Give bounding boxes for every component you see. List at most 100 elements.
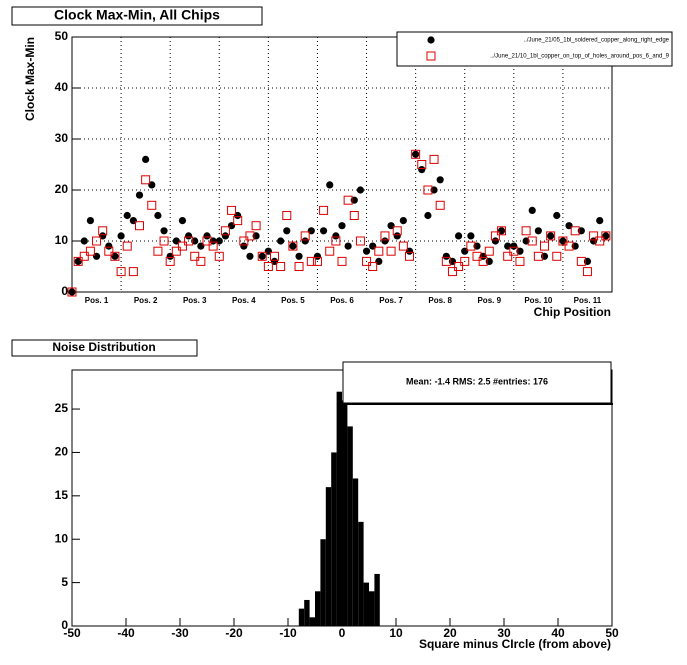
point	[142, 155, 150, 163]
y-tick-label: 0	[61, 284, 68, 298]
point	[534, 227, 542, 235]
x-axis-label: Square minus CIrcle (from above)	[419, 637, 611, 651]
legend-marker	[426, 51, 436, 61]
point	[165, 256, 175, 266]
y-tick-label: 40	[55, 80, 69, 94]
x-tick-label: -50	[63, 626, 81, 640]
y-tick-label: 50	[55, 29, 69, 43]
y-tick-label: 20	[55, 182, 69, 196]
point	[306, 256, 316, 266]
y-axis-label: Clock Max-Min	[23, 37, 37, 121]
point	[221, 232, 230, 240]
point	[220, 226, 230, 236]
legend-label: ../June_21/05_1bl_soldered_copper_along_…	[524, 38, 670, 44]
point	[277, 237, 285, 245]
x-axis-label: Chip Position	[534, 305, 611, 319]
bar	[347, 426, 353, 626]
point	[122, 241, 132, 251]
x-tick-label: 30	[497, 626, 511, 640]
point	[509, 246, 519, 256]
point	[552, 251, 562, 261]
point	[558, 236, 568, 246]
x-tick-label: Pos. 8	[428, 296, 452, 305]
point	[105, 242, 113, 250]
y-tick-label: 5	[61, 575, 68, 589]
legend-label: ../June_21/10_1bl_copper_on_top_of_holes…	[490, 54, 669, 60]
x-tick-label: Pos. 7	[379, 296, 403, 305]
point	[319, 205, 329, 215]
point	[98, 226, 108, 236]
x-tick-label: Pos. 10	[524, 296, 553, 305]
x-tick-label: Pos. 2	[134, 296, 158, 305]
point	[454, 232, 463, 240]
x-tick-label: Pos. 4	[232, 296, 256, 305]
point	[472, 251, 482, 261]
x-tick-label: 0	[339, 626, 346, 640]
point	[436, 176, 444, 184]
point	[276, 262, 286, 271]
point	[589, 231, 599, 241]
point	[184, 232, 193, 240]
point	[92, 236, 102, 246]
point	[412, 150, 420, 158]
x-tick-label: Pos. 11	[574, 296, 602, 305]
point	[184, 236, 194, 246]
x-tick-label: Pos. 5	[281, 296, 305, 305]
point	[282, 211, 292, 220]
point	[300, 231, 310, 241]
point	[582, 267, 592, 277]
point	[423, 185, 433, 195]
point	[171, 246, 181, 256]
point	[80, 237, 88, 245]
bar	[369, 591, 375, 626]
point	[399, 217, 407, 225]
bar	[309, 617, 315, 626]
point	[576, 256, 586, 266]
bar	[374, 573, 380, 626]
point	[123, 211, 131, 220]
point	[79, 251, 89, 261]
point	[595, 236, 605, 246]
point	[177, 241, 187, 251]
point	[227, 205, 237, 215]
point	[68, 288, 76, 296]
point	[564, 241, 574, 251]
bar	[304, 599, 310, 626]
point	[160, 227, 168, 235]
y-tick-label: 20	[55, 445, 69, 459]
y-tick-label: 10	[55, 531, 69, 545]
x-tick-label: 20	[443, 626, 457, 640]
point	[135, 191, 144, 199]
point	[349, 211, 359, 220]
point	[435, 200, 445, 210]
bar	[315, 591, 321, 626]
point	[245, 231, 255, 241]
point	[374, 246, 384, 256]
point	[251, 221, 261, 231]
point	[418, 166, 426, 174]
x-tick-label: Pos. 6	[330, 296, 354, 305]
point	[380, 231, 390, 241]
x-tick-label: Pos. 9	[477, 296, 501, 305]
point	[405, 251, 414, 261]
point	[601, 231, 611, 241]
point	[392, 226, 402, 236]
point	[362, 256, 372, 266]
bar	[298, 608, 305, 626]
point	[356, 186, 365, 194]
point	[467, 232, 475, 240]
point	[528, 206, 536, 214]
point	[295, 252, 303, 260]
point	[67, 287, 77, 297]
legend-box	[396, 31, 673, 67]
x-tick-label: -30	[171, 626, 189, 640]
point	[246, 252, 254, 260]
point	[503, 251, 513, 261]
point	[533, 251, 543, 261]
point	[128, 267, 138, 277]
point	[343, 195, 353, 205]
x-tick-label: 10	[389, 626, 403, 640]
point	[521, 226, 531, 236]
title-box	[11, 6, 263, 26]
plot-frame	[71, 36, 613, 293]
